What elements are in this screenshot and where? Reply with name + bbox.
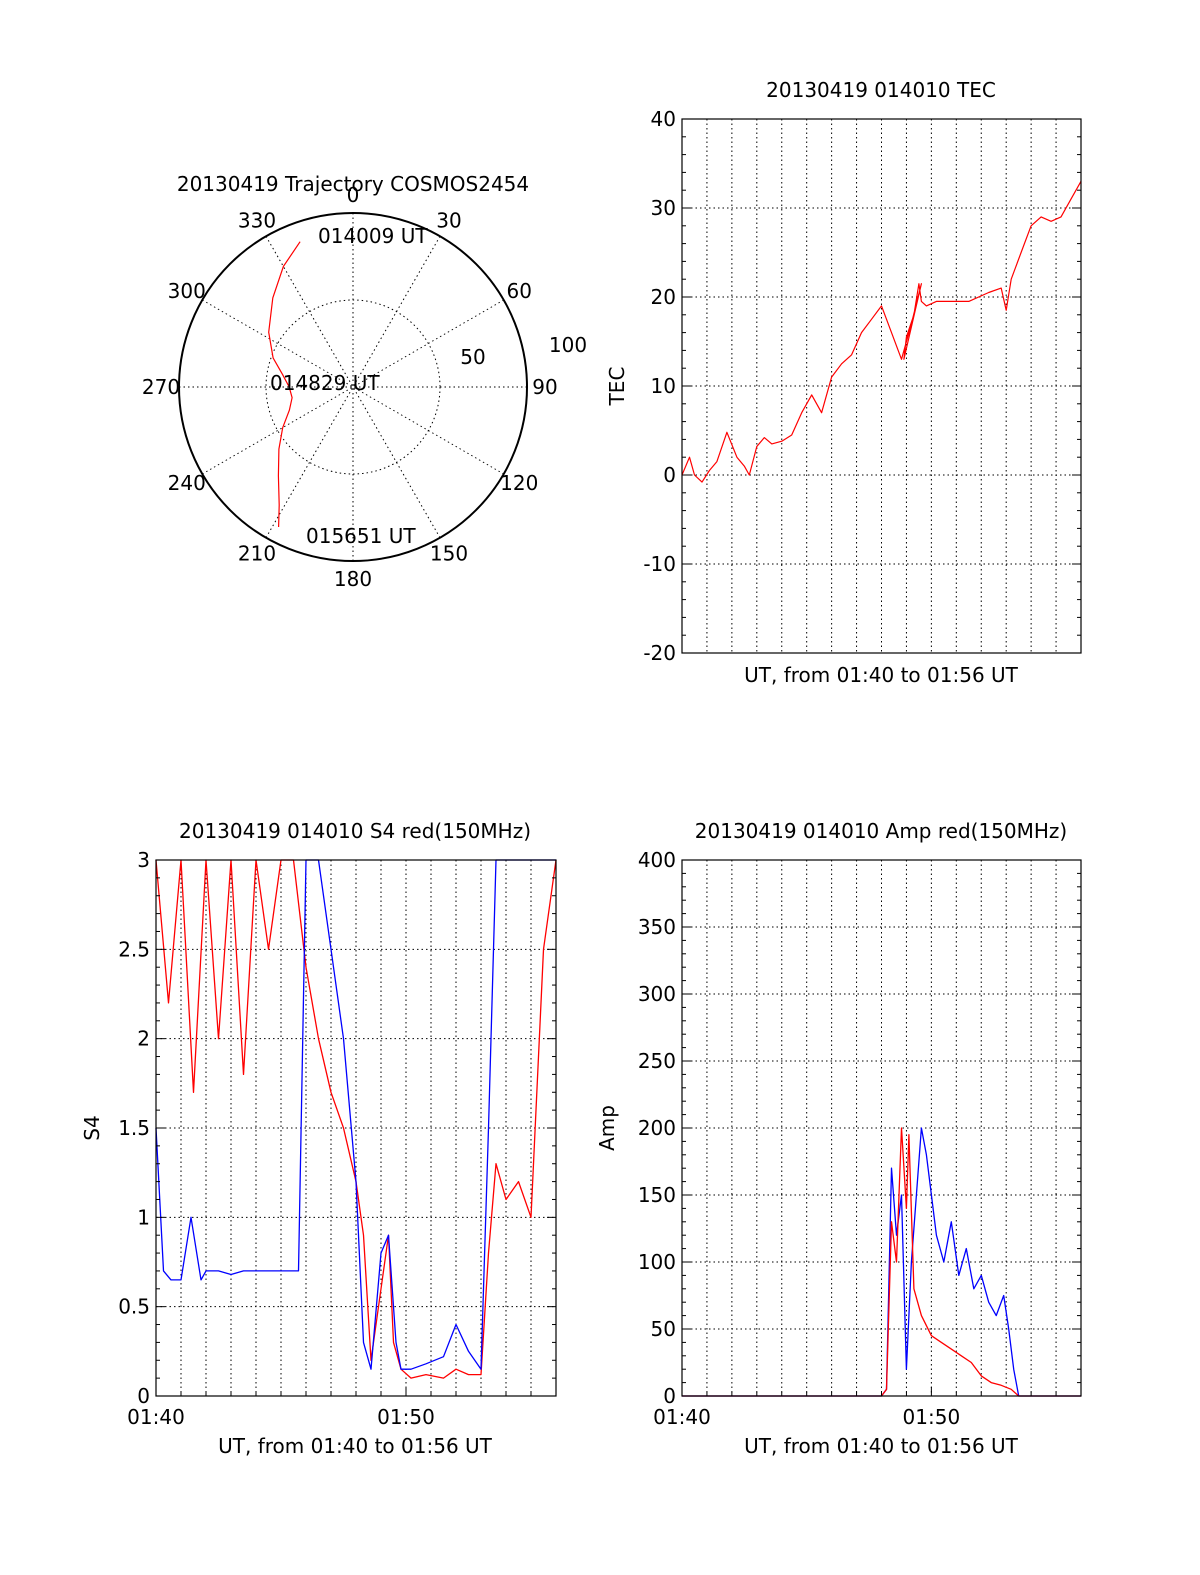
amp-series [682, 1127, 1081, 1397]
s4-ticks: 0 0.5 1 1.5 2 2.5 3 01:40 01:50 [118, 848, 556, 1429]
amp-grid [682, 860, 1081, 1396]
s4-ytick-label: 2.5 [118, 937, 150, 961]
tec-frame [681, 118, 1082, 654]
azimuth-label: 30 [436, 209, 461, 233]
tec-ytick-label: -10 [643, 552, 676, 576]
s4-title: 20130419 014010 S4 red(150MHz) [179, 819, 531, 843]
azimuth-label: 60 [507, 279, 532, 303]
azimuth-label: 300 [168, 279, 206, 303]
trajectory-line [268, 241, 301, 528]
azimuth-label: 90 [532, 375, 557, 399]
point-label-end: 015651 UT [306, 524, 416, 548]
tec-series-red [681, 181, 1082, 483]
azimuth-label: 330 [238, 209, 276, 233]
azimuth-label: 0 [347, 183, 360, 207]
polar-panel: 20130419 Trajectory COSMOS2454 0 30 60 90 12… [142, 172, 587, 591]
tec-ylabel: TEC [605, 367, 629, 407]
tec-ytick-label: 0 [663, 463, 676, 487]
amp-panel: 20130419 014010 Amp red(150MHz) 0 50 100 15… [595, 819, 1082, 1458]
point-label-start: 014009 UT [318, 224, 428, 248]
s4-series-red [155, 859, 557, 1379]
s4-ylabel: S4 [80, 1115, 104, 1140]
tec-series [681, 181, 1082, 483]
amp-xtick-label: 01:50 [903, 1405, 961, 1429]
amp-ytick-label: 200 [638, 1116, 676, 1140]
amp-ytick-label: 250 [638, 1049, 676, 1073]
s4-ytick-label: 0 [137, 1384, 150, 1408]
tec-grid [682, 119, 1081, 653]
azimuth-label: 240 [168, 471, 206, 495]
s4-ytick-label: 1.5 [118, 1116, 150, 1140]
amp-ticks: 0 50 100 150 200 250 300 350 400 01:40 01:50 [638, 848, 1081, 1429]
s4-ytick-label: 1 [137, 1205, 150, 1229]
amp-series-red [682, 1127, 1081, 1397]
amp-xtick-label: 01:40 [653, 1405, 711, 1429]
amp-ylabel: Amp [595, 1105, 619, 1151]
s4-xlabel: UT, from 01:40 to 01:56 UT [218, 1434, 493, 1458]
tec-ytick-label: 40 [651, 107, 676, 131]
amp-ytick-label: 100 [638, 1250, 676, 1274]
tec-title: 20130419 014010 TEC [766, 78, 996, 102]
amp-xlabel: UT, from 01:40 to 01:56 UT [744, 1434, 1019, 1458]
amp-ytick-label: 300 [638, 982, 676, 1006]
s4-panel: 20130419 014010 S4 red(150MHz) 0 0.5 1 1.5 2… [80, 819, 557, 1458]
amp-ytick-label: 400 [638, 848, 676, 872]
azimuth-label: 270 [142, 375, 180, 399]
s4-grid [156, 860, 556, 1396]
tec-ticks: -20 -10 0 10 20 30 40 [643, 107, 1081, 665]
amp-ytick-label: 0 [663, 1384, 676, 1408]
s4-series [155, 859, 557, 1379]
azimuth-label: 120 [500, 471, 538, 495]
polar-radial-label: 100 [549, 333, 587, 357]
amp-ytick-label: 350 [638, 915, 676, 939]
s4-xtick-label: 01:40 [127, 1405, 185, 1429]
polar-azimuth-labels: 0 30 60 90 120 150 180 210 240 270 300 330 [142, 183, 558, 591]
s4-ytick-label: 2 [137, 1027, 150, 1051]
s4-ytick-label: 0.5 [118, 1295, 150, 1319]
s4-xtick-label: 01:50 [377, 1405, 435, 1429]
tec-ytick-label: -20 [643, 641, 676, 665]
point-label-mid: 014829 UT [270, 371, 380, 395]
tec-ytick-label: 10 [651, 374, 676, 398]
tec-panel: 20130419 014010 TEC -20 -10 0 10 20 30 40 UT, … [605, 78, 1082, 687]
s4-series-blue [155, 859, 556, 1370]
azimuth-label: 150 [430, 541, 468, 565]
amp-ytick-label: 150 [638, 1183, 676, 1207]
tec-ytick-label: 20 [651, 285, 676, 309]
tec-ytick-label: 30 [651, 196, 676, 220]
s4-ytick-label: 3 [137, 848, 150, 872]
amp-ytick-label: 50 [651, 1317, 676, 1341]
polar-title: 20130419 Trajectory COSMOS2454 [177, 172, 529, 196]
amp-frame [681, 859, 1082, 1397]
s4-frame [155, 859, 557, 1397]
tec-xlabel: UT, from 01:40 to 01:56 UT [744, 663, 1019, 687]
azimuth-label: 180 [334, 567, 372, 591]
polar-radial-label: 50 [460, 345, 485, 369]
azimuth-label: 210 [238, 541, 276, 565]
amp-title: 20130419 014010 Amp red(150MHz) [695, 819, 1067, 843]
